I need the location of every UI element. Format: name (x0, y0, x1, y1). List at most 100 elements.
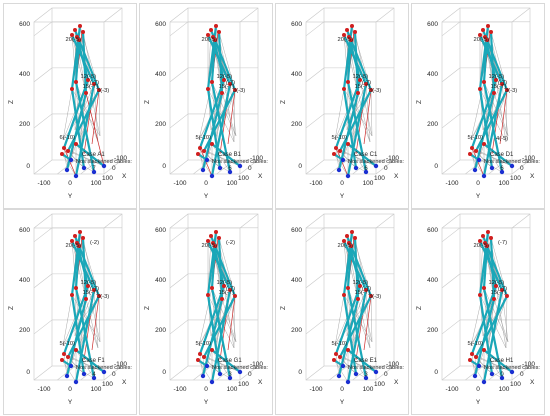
x-tick-label: 0 (520, 371, 524, 378)
node (485, 244, 489, 248)
axis-box-edge (103, 365, 123, 381)
case-label: Case F1 (82, 358, 105, 364)
node-label: 20(-5) (202, 243, 218, 249)
y-tick-label: 0 (340, 386, 344, 393)
gridline (441, 67, 461, 83)
slackened-cables-count: 6 (228, 166, 232, 172)
z-tick-label: 0 (162, 369, 166, 376)
z-tick-label: 600 (155, 227, 166, 234)
cable (87, 79, 101, 137)
node (356, 297, 360, 301)
bar (346, 142, 378, 168)
axis-box-edge (103, 7, 123, 23)
gridline (441, 227, 461, 243)
bar-group (332, 230, 378, 384)
x-tick-label: 0 (384, 371, 388, 378)
bar (206, 293, 222, 376)
node (346, 80, 350, 84)
bar (74, 82, 96, 178)
cable (71, 294, 101, 343)
bar (206, 33, 232, 86)
node (209, 234, 213, 238)
z-axis-label: Z (8, 306, 15, 310)
gridline (57, 159, 76, 175)
axis-box (441, 213, 531, 381)
bar (65, 297, 88, 378)
cable (62, 294, 73, 347)
node (334, 146, 338, 150)
x-tick-label: -100 (114, 155, 127, 162)
x-tick-label: 100 (374, 175, 385, 182)
slackened-cables-count: 6 (364, 166, 368, 172)
z-tick-label: 0 (26, 163, 30, 170)
node (500, 288, 504, 292)
y-axis-label: Y (204, 193, 209, 200)
gridline (33, 319, 53, 335)
y-axis-label: Y (340, 193, 345, 200)
node (468, 358, 472, 362)
base-node (489, 165, 495, 171)
node-label: 3(-3) (97, 294, 109, 300)
node (346, 142, 350, 146)
node-label: (-2) (90, 240, 99, 246)
axis-box-edge (511, 365, 531, 381)
cable (71, 34, 77, 83)
bar (201, 91, 224, 172)
node-label: 12(-5) (489, 280, 505, 286)
node-label: 12(-5) (489, 74, 505, 80)
cable (218, 237, 236, 297)
gridline (305, 21, 325, 37)
axis-box-edge (511, 159, 531, 175)
axis-box-edge (375, 365, 395, 381)
node-label: 15(-7) (83, 84, 99, 90)
node-group (60, 24, 107, 179)
x-tick-label: 0 (112, 165, 116, 172)
node (70, 87, 74, 91)
node-label: 3(-3) (369, 88, 381, 94)
slackened-cables-count: 3 (364, 372, 368, 378)
bar (70, 87, 86, 170)
node-group (468, 24, 515, 179)
node (84, 91, 88, 95)
cable (233, 295, 236, 349)
gridline (57, 365, 76, 381)
node-label: 20(-5) (474, 243, 490, 249)
node (75, 35, 79, 39)
z-axis-label: Z (280, 100, 287, 104)
x-tick-label: 100 (102, 381, 113, 388)
panel-svg: 0 200 400 600 Z -100 0 100 Y -100 0 100 X 20(-5) 12(-5… (416, 213, 540, 406)
node-label: 12(-5) (81, 280, 97, 286)
z-axis-label: Z (144, 306, 151, 310)
bar (74, 38, 81, 84)
node-label: (-7) (498, 240, 507, 246)
node (500, 82, 504, 86)
z-tick-label: 200 (155, 327, 166, 334)
node (211, 35, 215, 39)
cable (475, 150, 513, 167)
slackened-cables-count: 7 (92, 166, 96, 172)
case-label: Case C1 (354, 152, 378, 158)
x-tick-label: -100 (114, 361, 127, 368)
bar (206, 87, 222, 170)
axis-box-edge (239, 7, 259, 23)
bar-group (60, 230, 106, 384)
z-tick-label: 0 (434, 369, 438, 376)
bar (210, 38, 217, 84)
bar (482, 82, 504, 178)
axis-box-edge (511, 213, 531, 229)
case-panel: 0 200 400 600 Z -100 0 100 Y -100 0 100 X 20(-5) 12(-5… (275, 209, 409, 415)
node-label: 5(-10) (60, 341, 76, 347)
node (486, 24, 490, 28)
bar (478, 239, 504, 292)
gridline (169, 273, 189, 289)
gridline (33, 113, 53, 129)
node-label: 5(-10) (196, 341, 212, 347)
y-tick-label: 0 (204, 180, 208, 187)
bar (482, 244, 489, 290)
y-tick-label: -100 (173, 180, 186, 187)
x-tick-label: 100 (238, 381, 249, 388)
gridline (33, 67, 53, 83)
gridline (193, 365, 212, 381)
base-node (363, 169, 369, 175)
